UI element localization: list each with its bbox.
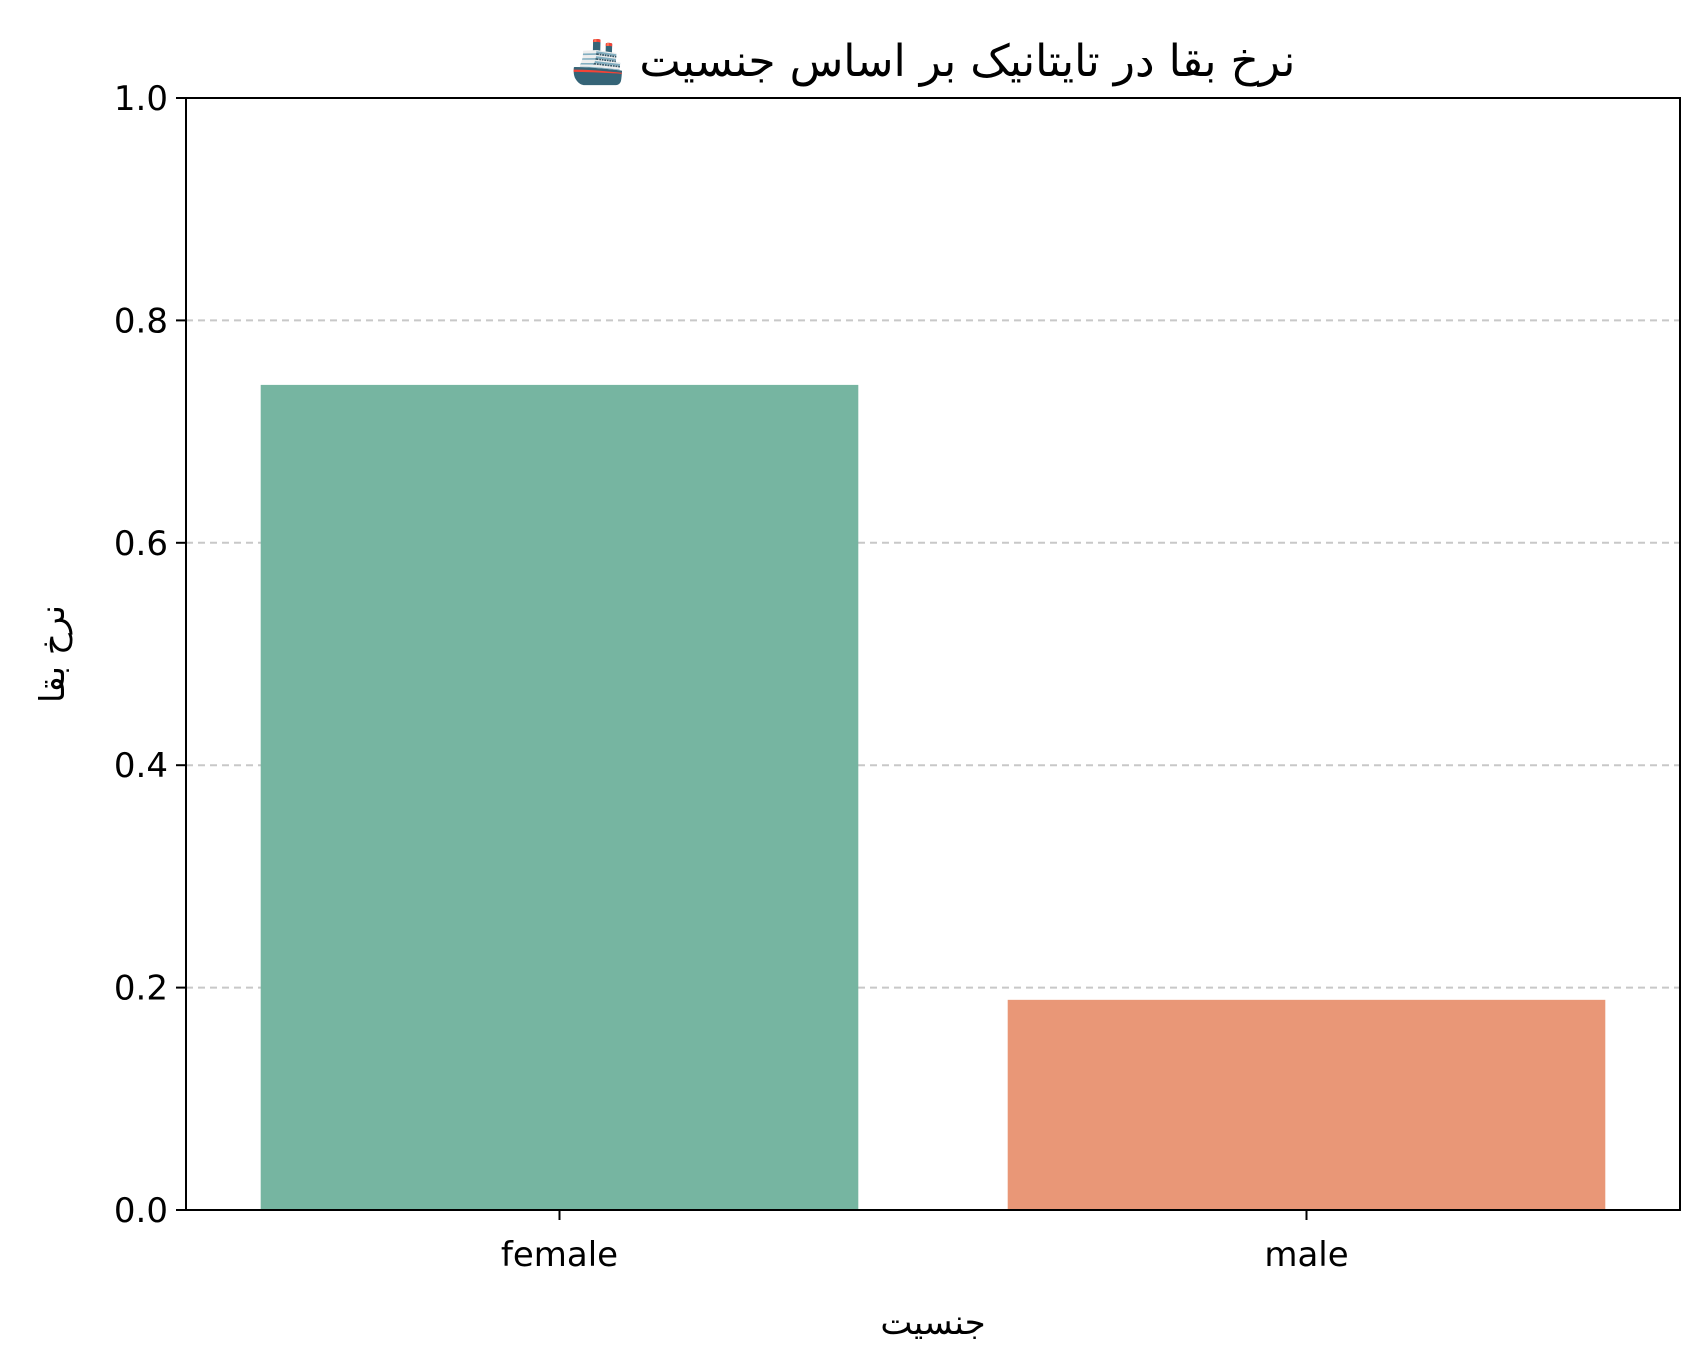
bar-male (1007, 999, 1606, 1210)
bar-female (260, 384, 859, 1210)
x-axis-label: جنسیت (880, 1303, 985, 1343)
y-tick-label: 0.0 (114, 1191, 168, 1231)
plot-frame (185, 97, 1681, 1211)
x-axis-ticks: female male (501, 1210, 1349, 1275)
y-tick-label: 0.2 (114, 969, 168, 1009)
y-tick-label: 0.8 (114, 301, 168, 341)
y-axis-label: نرخ بقا (33, 605, 73, 703)
x-tick-label-male: male (1264, 1235, 1348, 1275)
grid-lines (186, 319, 1680, 989)
y-tick-label: 0.6 (114, 524, 168, 564)
x-tick-label-female: female (501, 1235, 618, 1275)
chart-title: نرخ بقا در تایتانیک بر اساس جنسیت 🚢 (571, 36, 1296, 87)
bars (260, 384, 1606, 1210)
y-axis-ticks: 0.0 0.2 0.4 0.6 0.8 1.0 (114, 79, 186, 1231)
y-tick-label: 1.0 (114, 79, 168, 119)
y-tick-label: 0.4 (114, 746, 168, 786)
